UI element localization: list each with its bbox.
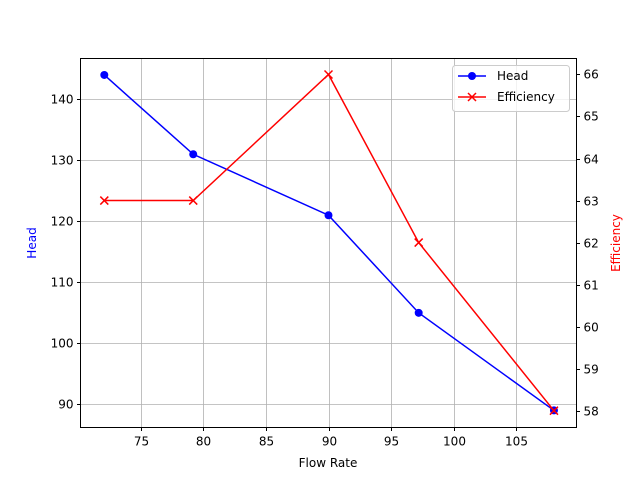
legend-box — [452, 65, 570, 112]
y-axis-right-label: Efficiency — [609, 214, 623, 272]
data-point-head — [189, 150, 198, 159]
x-tick-label: 90 — [322, 435, 337, 449]
data-point-efficiency — [414, 238, 424, 248]
y-right-tick-label: 59 — [584, 363, 599, 377]
data-point-efficiency — [323, 69, 334, 80]
y-left-tick-label: 90 — [58, 398, 73, 412]
y-right-tick-label: 66 — [584, 68, 599, 82]
y-right-tick-label: 64 — [584, 153, 599, 167]
y-right-tick-label: 58 — [584, 405, 599, 419]
series-lines — [99, 69, 559, 416]
y-left-tick-label: 100 — [51, 337, 74, 351]
y-right-tick-label: 65 — [584, 110, 599, 124]
y-right-tick-label: 63 — [584, 195, 599, 209]
x-tick-label: 75 — [134, 435, 149, 449]
y-left-tick-label: 110 — [51, 276, 74, 290]
y-axis-left: 90 100 110 120 130 140 — [51, 93, 81, 412]
legend-efficiency-label: Efficiency — [497, 90, 555, 104]
data-point-head — [414, 308, 423, 317]
x-tick-label: 85 — [259, 435, 274, 449]
data-point-head — [324, 211, 333, 220]
x-axis-label: Flow Rate — [299, 456, 358, 470]
data-point-efficiency — [549, 406, 559, 416]
x-tick-label: 100 — [443, 435, 466, 449]
y-axis-left-label: Head — [25, 227, 39, 258]
legend-efficiency-marker — [467, 92, 477, 102]
legend-head-label: Head — [497, 69, 528, 83]
y-left-tick-label: 140 — [51, 93, 74, 107]
x-tick-label: 95 — [384, 435, 399, 449]
data-point-efficiency — [188, 196, 198, 206]
data-point-efficiency — [99, 196, 109, 206]
y-left-tick-label: 120 — [51, 215, 74, 229]
y-right-tick-label: 60 — [584, 321, 599, 335]
x-tick-label: 80 — [196, 435, 211, 449]
y-axis-right: 58 59 60 61 62 63 64 65 66 — [576, 68, 599, 419]
y-right-tick-label: 61 — [584, 279, 599, 293]
legend-head-marker — [468, 72, 476, 80]
y-left-tick-label: 130 — [51, 154, 74, 168]
x-axis: 75 80 85 90 95 100 105 — [134, 427, 528, 449]
y-right-tick-label: 62 — [584, 237, 599, 251]
legend: Head Efficiency — [452, 65, 570, 112]
x-tick-label: 105 — [505, 435, 528, 449]
data-point-head — [100, 70, 109, 79]
